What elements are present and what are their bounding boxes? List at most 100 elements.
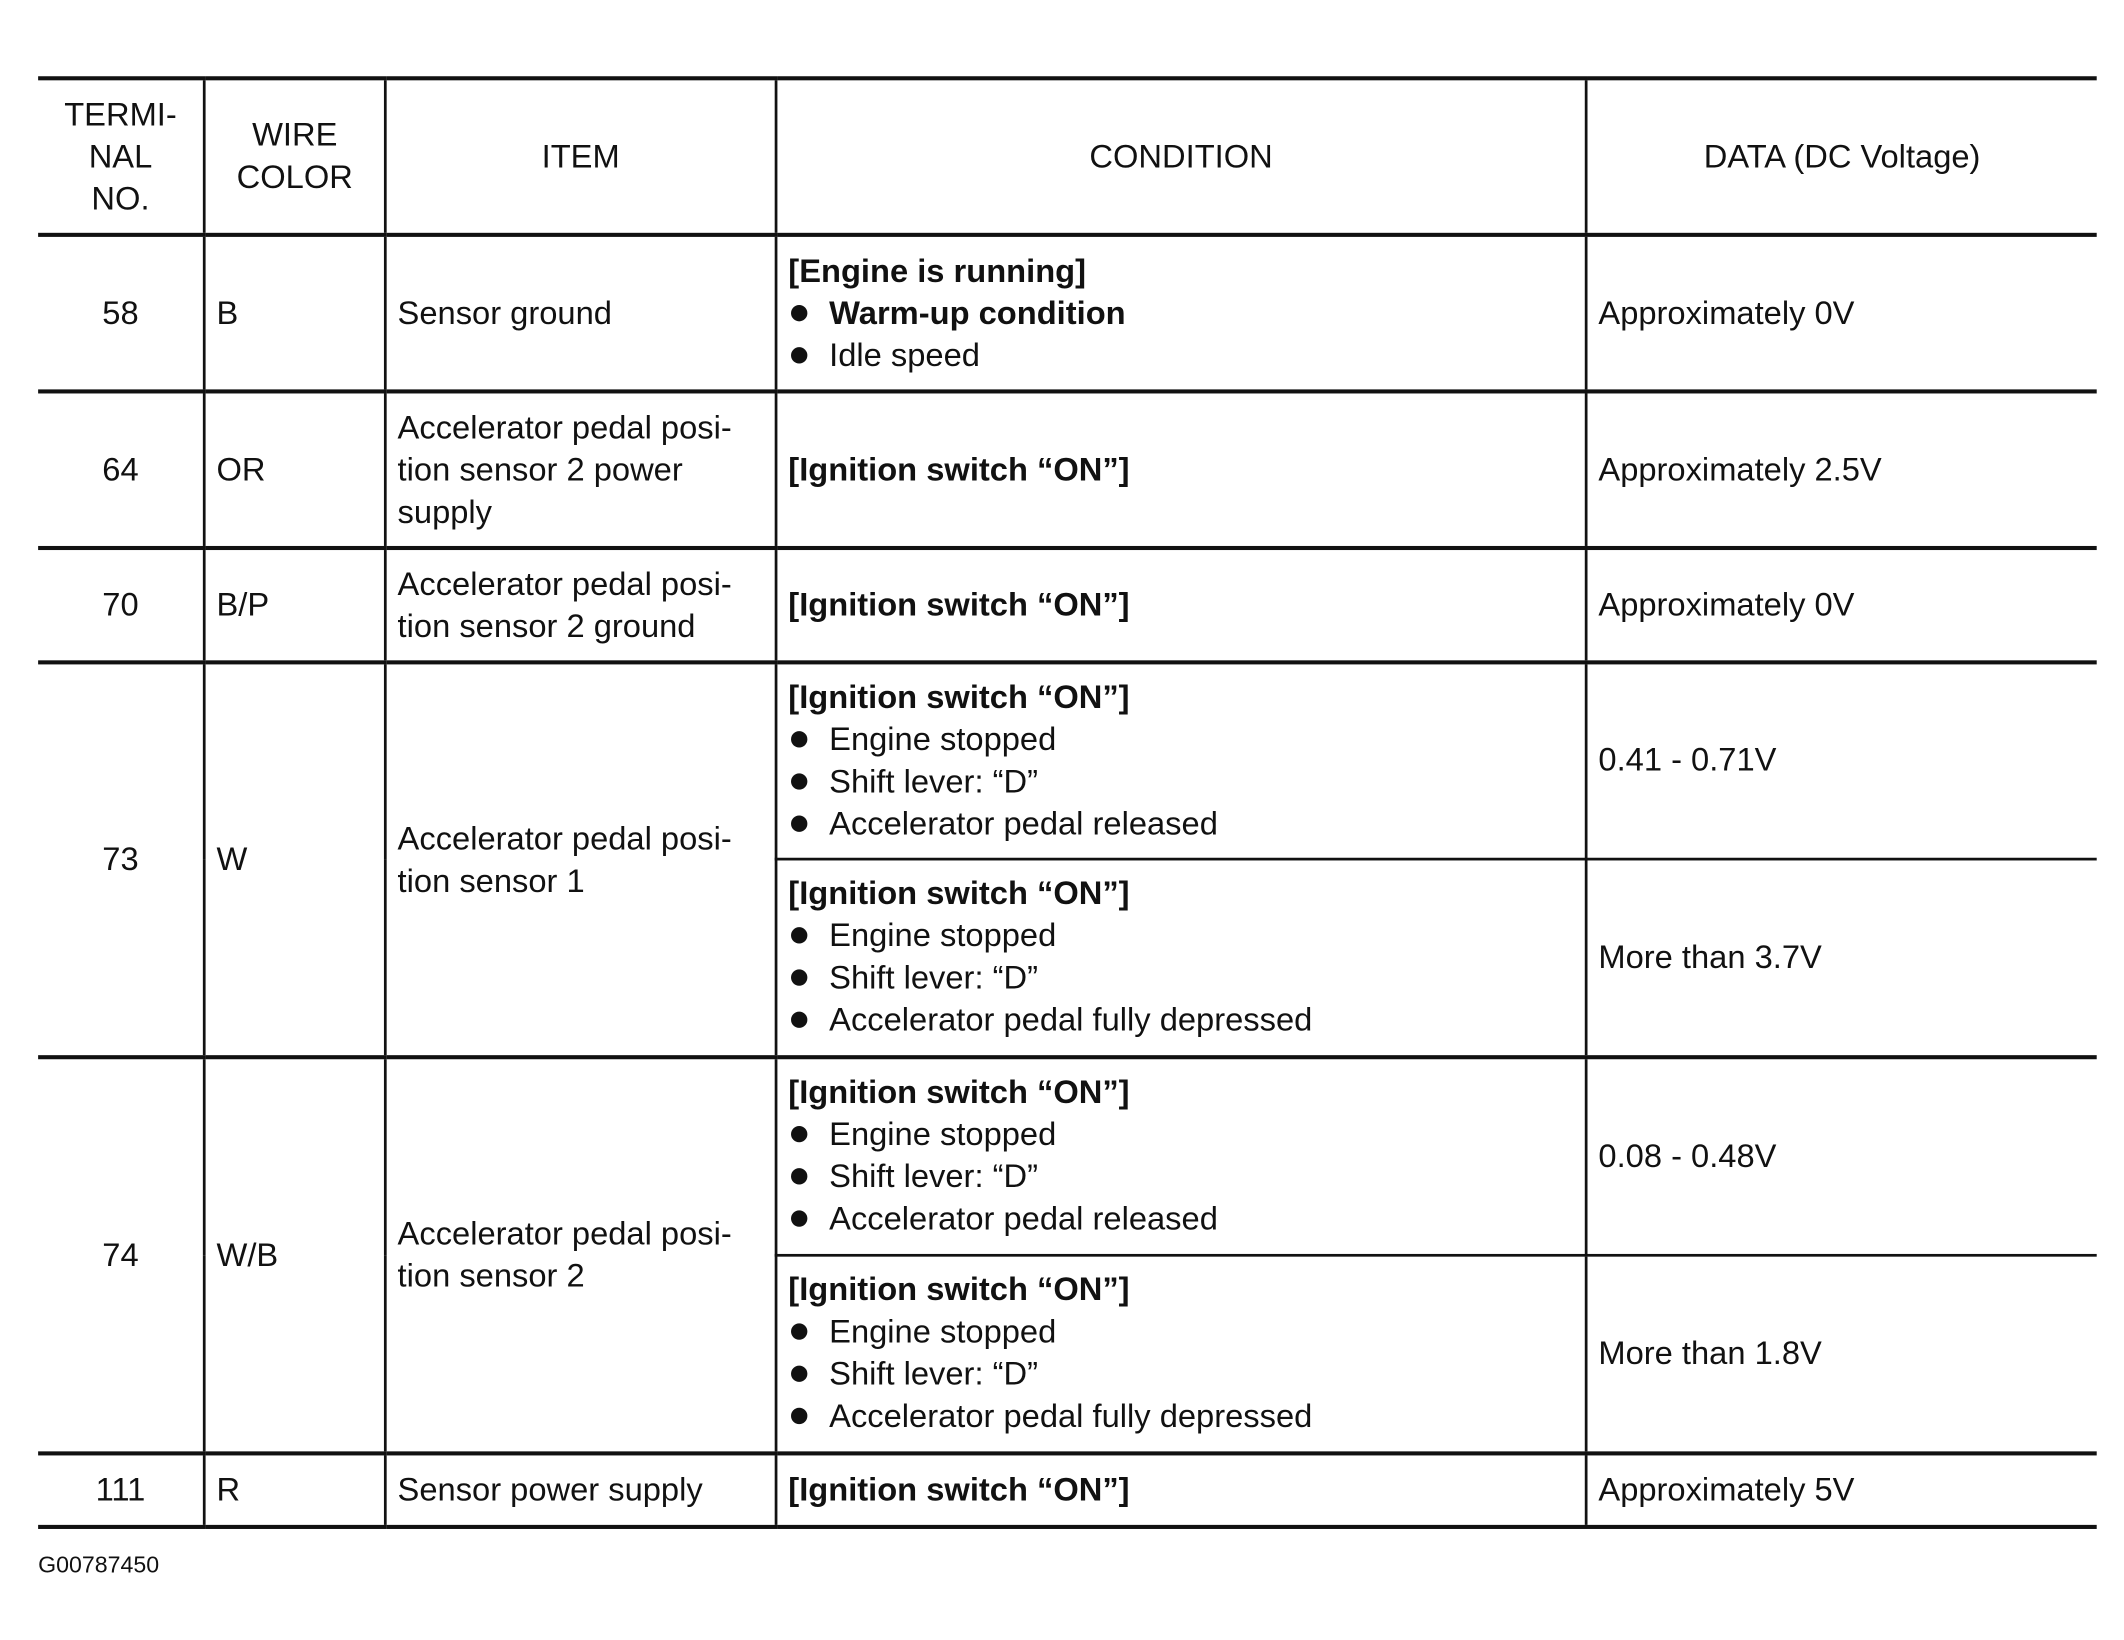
- bullet-icon: [791, 346, 808, 363]
- wire-color-cell: OR: [202, 389, 387, 551]
- bullet-text: Accelerator pedal fully depressed: [829, 1002, 1313, 1040]
- table-row: 111 R Sensor power supply [Ignition switch …: [38, 1451, 2097, 1529]
- terminal-cell: 64: [38, 389, 206, 551]
- voltage-value: Approximately 2.5V: [1598, 451, 1882, 489]
- bullet-text: Shift lever: “D”: [829, 1356, 1038, 1394]
- data-cell: Approximately 5V: [1584, 1451, 2097, 1529]
- bullet-icon: [791, 304, 808, 321]
- wire-color-cell: B: [202, 232, 387, 394]
- bullet-icon: [791, 1365, 808, 1383]
- condition-cell: [Ignition switch “ON”]: [774, 1451, 1588, 1529]
- condition-bullet: Accelerator pedal released: [788, 1198, 1574, 1240]
- voltage-value: 0.08 - 0.48V: [1598, 1137, 1777, 1175]
- voltage-value: Approximately 0V: [1598, 294, 1855, 332]
- bullet-text: Engine stopped: [829, 1314, 1057, 1351]
- wire-color-cell: W/B: [202, 1055, 387, 1456]
- header-item: ITEM: [383, 76, 778, 237]
- item-text: Accelerator pedal posi- tion sensor 2 po…: [397, 409, 732, 531]
- bullet-icon: [791, 730, 808, 748]
- item-cell: Accelerator pedal posi- tion sensor 2: [383, 1055, 778, 1456]
- condition-bullet: Warm-up condition: [788, 292, 1574, 334]
- condition-header: [Engine is running]: [788, 252, 1087, 290]
- item-cell: Accelerator pedal posi- tion sensor 2 gr…: [383, 545, 778, 665]
- bullet-icon: [791, 1126, 808, 1143]
- terminal-number: 111: [95, 1471, 146, 1509]
- wire-color: W: [216, 841, 248, 879]
- condition-cell: [Engine is running] Warm-up condition Idle…: [774, 232, 1588, 394]
- terminal-cell: 58: [38, 232, 206, 394]
- terminal-number: 58: [102, 294, 139, 332]
- bullet-icon: [791, 1210, 808, 1228]
- data-cell: 0.41 - 0.71V: [1584, 660, 2097, 860]
- header-wire-color: WIRE COLOR: [202, 76, 387, 237]
- terminal-cell: 74: [38, 1055, 206, 1456]
- condition-header: [Ignition switch “ON”]: [788, 586, 1130, 624]
- data-cell: 0.08 - 0.48V: [1584, 1055, 2097, 1256]
- header-text: ITEM: [541, 138, 620, 175]
- bullet-text: Shift lever: “D”: [829, 960, 1038, 997]
- terminal-number: 64: [102, 451, 139, 489]
- wire-color: B/P: [216, 586, 270, 624]
- item-cell: Accelerator pedal posi- tion sensor 1: [383, 660, 778, 1060]
- item-text: Accelerator pedal posi- tion sensor 2: [397, 1215, 732, 1295]
- table-row: 58 B Sensor ground [Engine is running] Warm-…: [38, 232, 2097, 394]
- condition-bullet: Engine stopped: [788, 719, 1574, 761]
- bullet-icon: [791, 969, 808, 987]
- item-cell: Sensor power supply: [383, 1451, 778, 1529]
- terminal-number: 74: [102, 1236, 139, 1274]
- bullet-icon: [791, 1168, 808, 1185]
- condition-bullet: Shift lever: “D”: [788, 761, 1574, 803]
- bullet-text: Shift lever: “D”: [829, 763, 1038, 801]
- table-row: 64 OR Accelerator pedal posi- tion sensor …: [38, 389, 2097, 551]
- data-cell: Approximately 0V: [1584, 545, 2097, 665]
- voltage-value: Approximately 0V: [1598, 586, 1855, 624]
- item-text: Sensor ground: [397, 294, 612, 332]
- header-text: TERMI- NAL NO.: [64, 95, 177, 218]
- condition-cell: [Ignition switch “ON”]: [774, 389, 1588, 551]
- item-text: Accelerator pedal posi- tion sensor 2 gr…: [397, 565, 732, 645]
- terminal-cell: 70: [38, 545, 206, 665]
- table-row: 70 B/P Accelerator pedal posi- tion sensor…: [38, 545, 2097, 665]
- header-data: DATA (DC Voltage): [1584, 76, 2097, 237]
- bullet-text: Idle speed: [829, 336, 980, 374]
- bullet-text: Accelerator pedal fully depressed: [829, 1398, 1313, 1436]
- table-row: [Ignition switch “ON”] Engine stopped Shif…: [38, 857, 2097, 1060]
- bullet-icon: [791, 1323, 808, 1341]
- wire-color: R: [216, 1471, 241, 1509]
- bullet-text: Accelerator pedal released: [829, 1201, 1218, 1238]
- condition-bullet: Accelerator pedal fully depressed: [788, 1396, 1574, 1438]
- condition-bullet: Engine stopped: [788, 1114, 1574, 1156]
- bullet-icon: [791, 1011, 808, 1029]
- item-text: Sensor power supply: [397, 1471, 703, 1509]
- header-text: DATA (DC Voltage): [1703, 138, 1981, 175]
- voltage-value: More than 1.8V: [1598, 1335, 1822, 1373]
- terminal-cell: 73: [38, 660, 206, 1060]
- figure-code: G00787450: [38, 1552, 160, 1578]
- header-terminal-no: TERMI- NAL NO.: [38, 76, 206, 237]
- condition-cell: [Ignition switch “ON”] Engine stopped Shif…: [776, 1253, 1588, 1456]
- condition-bullet: Shift lever: “D”: [788, 1156, 1574, 1198]
- data-cell: More than 3.7V: [1584, 857, 2097, 1060]
- bullet-text: Warm-up condition: [829, 294, 1126, 332]
- condition-bullet: Engine stopped: [788, 1311, 1574, 1353]
- wire-color: W/B: [216, 1236, 279, 1274]
- data-cell: Approximately 0V: [1584, 232, 2097, 394]
- table-row: 73 W Accelerator pedal posi- tion sensor 1…: [38, 660, 2097, 1060]
- condition-bullet: Shift lever: “D”: [788, 1354, 1574, 1396]
- table-row: 74 W/B Accelerator pedal posi- tion sensor…: [38, 1055, 2097, 1456]
- wire-color: B: [216, 294, 239, 332]
- bullet-icon: [791, 772, 808, 790]
- condition-cell: [Ignition switch “ON”] Engine stopped Shif…: [776, 857, 1588, 1060]
- terminal-number: 70: [102, 586, 139, 624]
- item-cell: Sensor ground: [383, 232, 778, 394]
- bullet-icon: [791, 1408, 808, 1425]
- voltage-value: 0.41 - 0.71V: [1598, 742, 1777, 780]
- condition-cell: [Ignition switch “ON”]: [774, 545, 1588, 665]
- terminal-cell: 111: [38, 1451, 206, 1529]
- wire-color-cell: B/P: [202, 545, 387, 665]
- bullet-text: Engine stopped: [829, 1116, 1057, 1154]
- condition-header: [Ignition switch “ON”]: [788, 875, 1130, 913]
- bullet-text: Shift lever: “D”: [829, 1158, 1038, 1196]
- wire-color-cell: W: [202, 660, 387, 1060]
